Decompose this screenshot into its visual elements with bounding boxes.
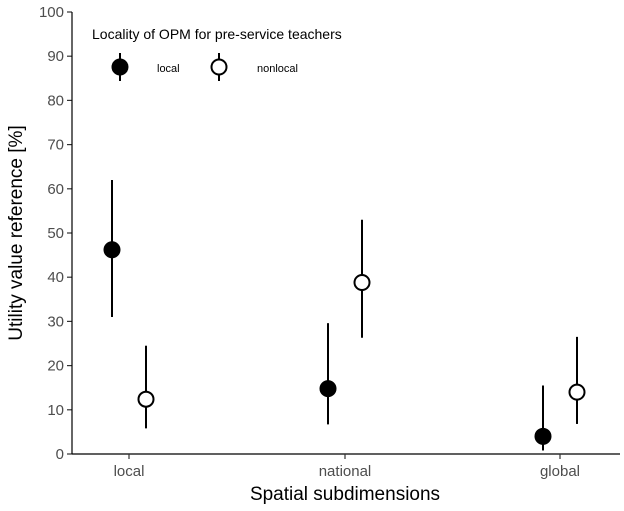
y-tick-label: 0 [56,446,64,463]
y-tick-label: 20 [47,358,64,375]
y-tick-label: 10 [47,402,64,419]
y-tick-label: 40 [47,269,64,286]
y-tick-label: 50 [47,225,64,242]
legend-local-marker [111,58,129,76]
legend-nonlocal-label: nonlocal [257,63,298,75]
point-local-local [103,241,121,259]
x-tick-label: local [114,463,145,480]
y-tick-label: 90 [47,48,64,65]
x-axis-title: Spatial subdimensions [250,484,440,505]
legend-nonlocal-marker [210,58,228,76]
point-nonlocal-global [568,383,586,401]
y-axis-title: Utility value reference [%] [6,125,27,340]
y-tick-label: 100 [39,4,64,21]
point-local-national [319,380,337,398]
legend: Locality of OPM for pre-service teachers… [92,26,342,81]
x-tick-label: global [540,463,580,480]
y-axis-ticks: 0 10 20 30 40 50 60 70 80 90 100 [39,4,72,463]
legend-local-label: local [157,63,180,75]
y-tick-label: 70 [47,137,64,154]
legend-title: Locality of OPM for pre-service teachers [92,26,342,42]
y-tick-label: 80 [47,92,64,109]
x-tick-label: national [319,463,372,480]
y-tick-label: 30 [47,313,64,330]
data-marks [103,179,586,451]
y-tick-label: 60 [47,181,64,198]
x-axis-ticks: local national global [114,454,580,480]
point-local-global [534,427,552,445]
point-nonlocal-national [353,274,371,292]
point-nonlocal-local [137,390,155,408]
